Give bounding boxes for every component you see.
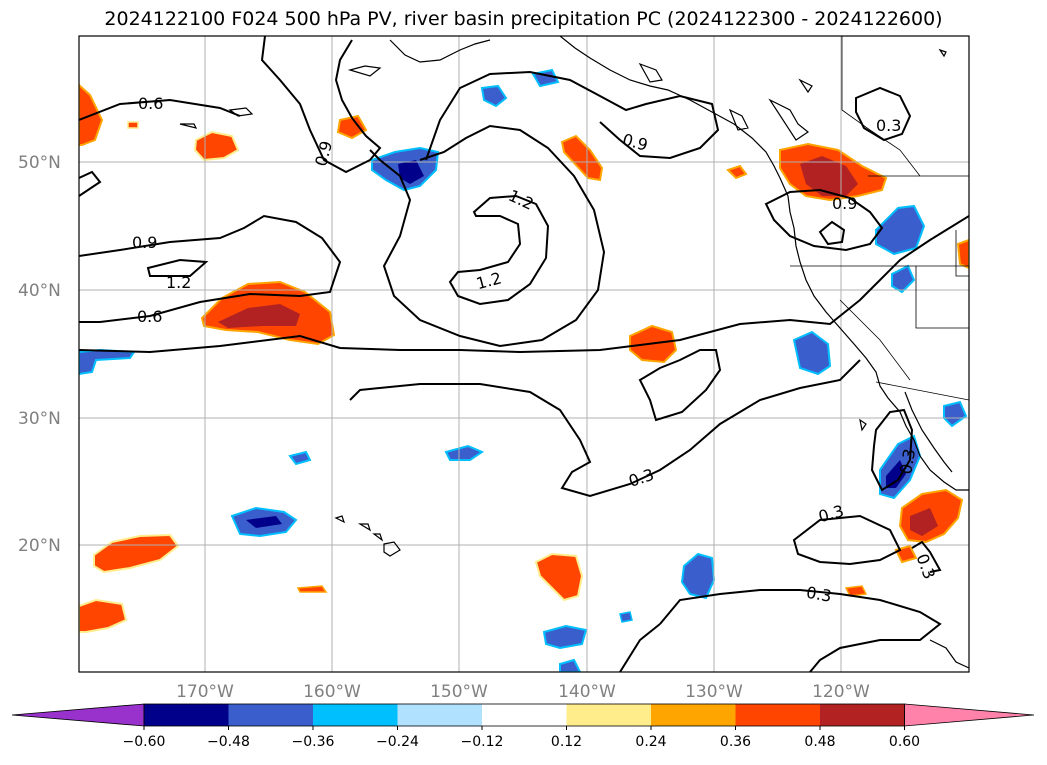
colorbar-tick-label: 0.12 [551, 734, 582, 750]
contour-label: 0.9 [132, 233, 157, 252]
colorbar-extend-high [904, 703, 1035, 727]
precip-positive-area [560, 134, 604, 182]
precip-positive-area [336, 114, 368, 140]
pv-contour [369, 124, 606, 348]
colorbar-tick-label: −0.48 [207, 734, 250, 750]
colorbar-tick-label: −0.24 [376, 734, 419, 750]
colorbar-segment [566, 704, 652, 726]
precip-positive-area [296, 585, 328, 593]
pv-contours [79, 36, 969, 672]
precip-positive-area [93, 533, 180, 574]
colorbar-segment [820, 704, 905, 726]
lon-label: 170°W [176, 682, 234, 702]
colorbar-segment [144, 704, 229, 726]
precip-positive-area [218, 304, 300, 328]
pv-contour [764, 188, 884, 252]
colorbar-segment [651, 704, 736, 726]
precip-positive-area [844, 585, 868, 597]
coastlines [179, 36, 969, 669]
pv-contour [79, 214, 342, 323]
colorbar-tick-label: 0.36 [720, 734, 751, 750]
pv-contour [855, 86, 912, 142]
precip-negative-area [288, 450, 312, 466]
precip-positive-area [79, 598, 128, 633]
colorbar-tick-label: 0.48 [804, 734, 835, 750]
contour-label: 0.3 [805, 583, 833, 606]
colorbar-segment [482, 704, 567, 726]
pv-contour [448, 194, 550, 306]
contour-label: 1.2 [166, 273, 191, 292]
precip-positive-area [127, 121, 139, 129]
lat-label: 40°N [18, 281, 61, 301]
colorbar-tick-label: 0.60 [889, 734, 920, 750]
precip-positive-area [800, 156, 858, 196]
borders [790, 36, 969, 401]
contour-label: 0.3 [896, 447, 919, 475]
lon-label: 140°W [558, 682, 616, 702]
precip-negative-area [680, 552, 716, 600]
pv-contour [349, 359, 861, 498]
map-title: 2024122100 F024 500 hPa PV, river basin … [104, 8, 943, 30]
lon-label: 120°W [812, 682, 870, 702]
pv-contour [911, 540, 942, 573]
pv-contour [638, 349, 722, 422]
pv-contour [425, 70, 720, 161]
precip-negative-area [875, 204, 926, 256]
precip-negative-area [444, 444, 485, 461]
pv-contour [818, 220, 846, 246]
colorbar-tick-label: −0.60 [123, 734, 166, 750]
precip-negative-area [619, 611, 633, 623]
contour-label: 0.9 [832, 194, 857, 213]
colorbar-segment [397, 704, 483, 726]
pv-contour [79, 170, 102, 197]
precip-negative-area [891, 264, 916, 294]
precip-negative-area [559, 658, 582, 672]
precip-positive-area [910, 508, 938, 536]
precip-positive-area [534, 552, 584, 602]
map-border [78, 35, 970, 673]
contour-label: 0.6 [137, 307, 162, 326]
precip-negative-area [246, 516, 282, 528]
precip-negative-area [398, 160, 424, 184]
lon-label: 130°W [685, 682, 743, 702]
latitude-labels: 50°N 40°N 30°N 20°N [18, 153, 61, 556]
lat-label: 30°N [18, 409, 61, 429]
lon-label: 150°W [430, 682, 488, 702]
precip-negative-area [542, 624, 588, 650]
colorbar-tick-label: −0.12 [461, 734, 504, 750]
contour-label: 0.6 [138, 94, 163, 113]
longitude-labels: 170°W 160°W 150°W 140°W 130°W 120°W [176, 682, 870, 702]
pv-contour [870, 408, 914, 492]
precip-positive-area [726, 164, 748, 180]
lat-label: 50°N [18, 153, 61, 173]
pv-contour [79, 98, 241, 121]
colorbar-tick-label: 0.24 [635, 734, 666, 750]
pv-contour [659, 589, 942, 672]
precip-negative-area [480, 84, 508, 108]
lon-label: 160°W [303, 682, 361, 702]
colorbar-border [143, 703, 905, 727]
pv-contour [619, 623, 661, 672]
pv-contour [146, 258, 209, 277]
pv-contour [79, 215, 969, 354]
precip-positive-area [956, 238, 969, 270]
colorbar-tick-label: −0.36 [292, 734, 335, 750]
precip-negative-area [792, 330, 832, 376]
colorbar-segment [313, 704, 398, 726]
pv-contour [792, 514, 902, 566]
colorbar-segment [735, 704, 821, 726]
colorbar-segment [228, 704, 314, 726]
pv-contour [260, 36, 382, 174]
contour-label: 0.3 [876, 116, 901, 135]
precip-negative-area [886, 460, 906, 488]
precipitation-shading [79, 68, 969, 672]
colorbar-extend-low [11, 703, 145, 727]
lat-label: 20°N [18, 536, 61, 556]
colorbar: −0.60 −0.48 −0.36 −0.24 −0.12 0.12 0.24 0.36 0.4… [11, 703, 1035, 750]
precip-negative-area [943, 400, 968, 428]
precip-positive-area [193, 130, 240, 162]
